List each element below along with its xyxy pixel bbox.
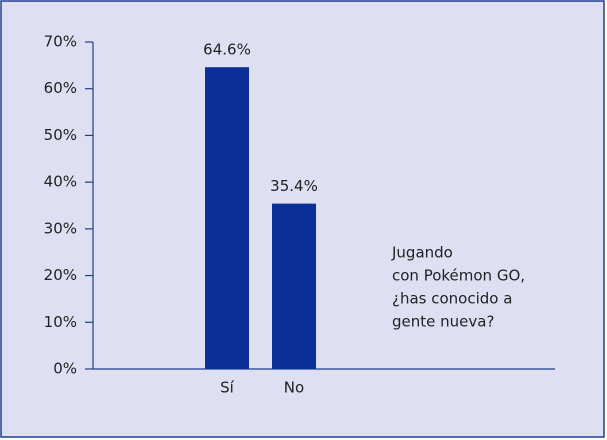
annotation: gente nueva?	[392, 313, 494, 331]
annotation: Jugando	[391, 244, 453, 262]
y-tick-label: 50%	[44, 126, 77, 144]
value-label: 64.6%	[203, 41, 251, 59]
y-tick-label: 40%	[44, 173, 77, 191]
annotation: con Pokémon GO,	[392, 267, 525, 285]
y-tick-label: 20%	[44, 266, 77, 284]
x-tick-label: No	[284, 379, 304, 397]
y-tick-label: 0%	[53, 360, 77, 378]
x-tick-label: Sí	[220, 379, 235, 397]
annotation: ¿has conocido a	[392, 290, 512, 308]
y-tick-label: 30%	[44, 219, 77, 237]
value-label: 35.4%	[270, 177, 318, 195]
bar	[205, 67, 249, 370]
y-tick-label: 10%	[44, 313, 77, 331]
y-tick-label: 60%	[44, 79, 77, 97]
bar	[272, 203, 316, 369]
y-tick-label: 70%	[44, 33, 77, 51]
